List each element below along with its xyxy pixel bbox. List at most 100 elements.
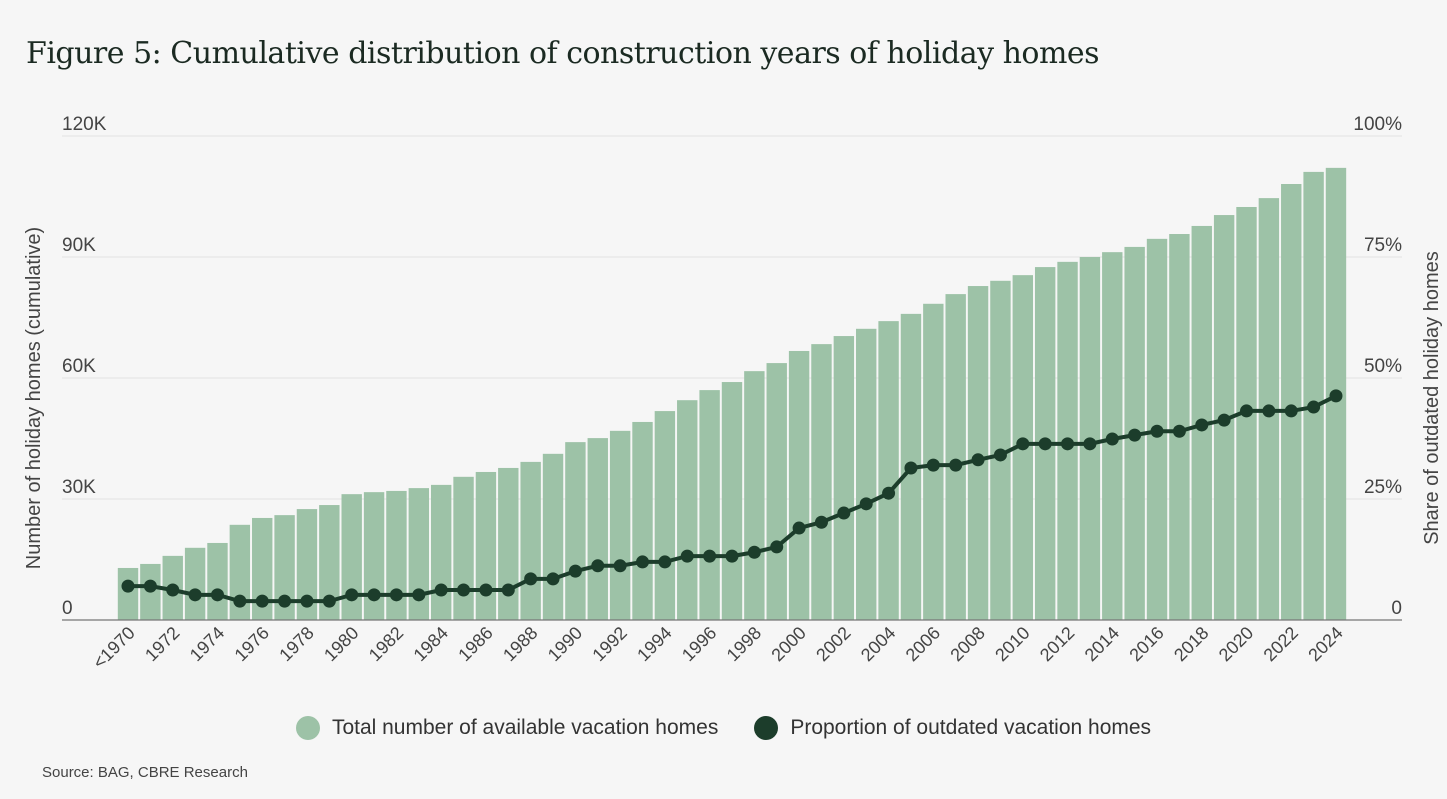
x-tick-label: 1980: [320, 623, 362, 665]
line-point: [412, 588, 426, 602]
bar: [967, 286, 989, 620]
bar: [1303, 171, 1324, 620]
line-point: [568, 564, 582, 578]
bar: [229, 524, 251, 620]
x-tick-label: 2020: [1215, 623, 1257, 665]
line-point: [1016, 437, 1030, 451]
bar: [811, 344, 832, 620]
line-point: [949, 458, 963, 472]
line-point: [278, 594, 292, 608]
x-tick-label: 1998: [723, 623, 765, 665]
bar: [654, 411, 676, 620]
bar: [341, 494, 362, 620]
line-point: [613, 559, 627, 573]
line-point: [882, 486, 896, 500]
legend-swatch-line: [754, 716, 779, 740]
x-tick-label: 1978: [275, 623, 317, 665]
chart-title: Figure 5: Cumulative distribution of con…: [26, 36, 1100, 71]
bar: [207, 542, 228, 620]
bar: [386, 490, 407, 620]
y2-tick-label: 25%: [1364, 477, 1402, 498]
bar: [721, 382, 743, 620]
line-point: [345, 588, 359, 602]
bar: [117, 567, 139, 620]
line-point: [367, 588, 381, 602]
line-point: [121, 579, 135, 593]
line-point: [188, 588, 202, 602]
legend-item-bars: Total number of available vacation homes: [295, 716, 719, 740]
line-point: [1262, 404, 1276, 418]
line-point: [1240, 404, 1253, 418]
line-point: [501, 583, 515, 597]
bar: [453, 476, 474, 620]
line-point: [1195, 418, 1209, 432]
x-tick-label: 2000: [767, 623, 809, 665]
line-point: [814, 515, 828, 529]
x-tick-label: 2006: [902, 623, 944, 665]
legend-swatch-bars: [295, 716, 320, 740]
x-tick-label: 1984: [410, 623, 452, 665]
x-tick-label: 2010: [991, 623, 1033, 665]
legend-label: Proportion of outdated vacation homes: [790, 716, 1152, 739]
x-tick-label: 2018: [1170, 623, 1212, 665]
line-point: [680, 549, 694, 563]
bar: [632, 421, 653, 620]
line-point: [703, 549, 717, 563]
line-point: [1150, 424, 1164, 438]
bar: [430, 484, 452, 620]
bar: [945, 294, 966, 620]
x-tick-label: <1970: [89, 623, 139, 673]
x-tick-label: 2004: [857, 623, 899, 665]
x-tick-label: 1972: [141, 623, 183, 665]
line-point: [143, 579, 157, 593]
line-point: [859, 497, 873, 511]
y2-axis-title: Share of outdated holiday homes: [1421, 251, 1443, 545]
legend-label: Total number of available vacation homes: [331, 716, 719, 739]
x-tick-label: 1974: [186, 623, 228, 665]
line-point: [1061, 437, 1075, 451]
y-tick-label: 0: [62, 598, 73, 619]
source-note: Source: BAG, CBRE Research: [42, 764, 248, 781]
line-point: [479, 583, 493, 597]
line-point: [971, 453, 985, 467]
x-tick-label: 2008: [946, 623, 988, 665]
bar: [296, 509, 318, 620]
line-point: [837, 506, 851, 520]
line-point: [725, 549, 739, 563]
line-point: [993, 448, 1007, 462]
bar: [788, 350, 810, 620]
y-tick-label: 90K: [62, 235, 96, 256]
line-point: [1217, 413, 1231, 427]
x-tick-label: 2014: [1081, 623, 1123, 665]
y2-tick-label: 75%: [1364, 235, 1402, 256]
line-point: [770, 540, 784, 554]
x-tick-label: 1992: [589, 623, 631, 665]
x-tick-label: 1982: [365, 623, 407, 665]
line-point: [233, 594, 247, 608]
line-point: [1307, 400, 1321, 414]
bar: [609, 430, 631, 620]
line-point: [1329, 389, 1343, 403]
line-point: [255, 594, 269, 608]
line-point: [1038, 437, 1052, 451]
line-point: [658, 555, 672, 569]
bar: [856, 328, 877, 620]
bar: [766, 363, 787, 620]
x-tick-label: 2024: [1304, 623, 1346, 665]
bar: [1281, 183, 1302, 620]
line-point: [1128, 428, 1142, 442]
bar: [699, 390, 720, 620]
line-point: [457, 583, 471, 597]
x-tick-label: 2022: [1260, 623, 1302, 665]
line-point: [1284, 404, 1298, 418]
x-tick-label: 1976: [231, 623, 273, 665]
bar: [677, 400, 698, 620]
y2-tick-label: 0: [1391, 598, 1402, 619]
line-point: [926, 458, 940, 472]
bar: [833, 336, 855, 620]
x-tick-label: 2002: [812, 623, 854, 665]
y2-tick-label: 50%: [1364, 356, 1402, 377]
line-point: [389, 588, 403, 602]
line-point: [904, 461, 918, 475]
